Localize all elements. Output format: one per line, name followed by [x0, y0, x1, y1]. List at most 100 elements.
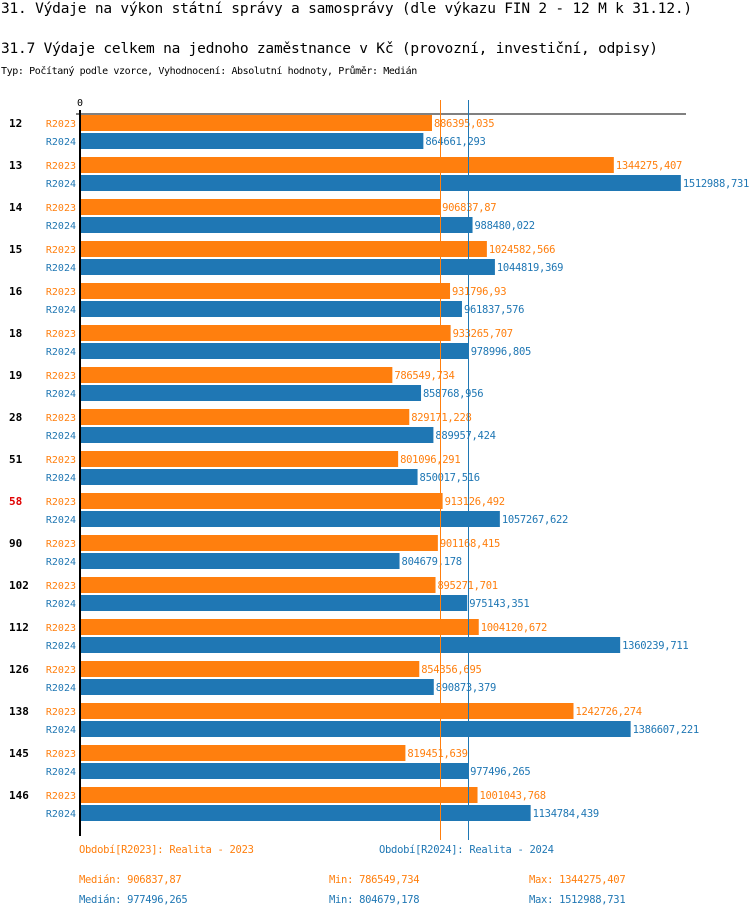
data-label: 1001043,768 [480, 790, 546, 802]
category-label: 138 [9, 705, 29, 718]
series-label: R2024 [46, 809, 76, 820]
series-label: R2024 [46, 431, 76, 442]
bar [80, 325, 451, 341]
bar [80, 115, 432, 131]
data-label: 1134784,439 [533, 808, 599, 820]
series-label: R2023 [46, 539, 76, 550]
stat-min-r2024: Min: 804679,178 [329, 894, 420, 906]
data-label: 854356,695 [421, 664, 481, 676]
bar [80, 721, 631, 737]
bar [80, 409, 410, 425]
series-label: R2024 [46, 179, 76, 190]
category-label: 28 [9, 411, 22, 424]
category-label: 15 [9, 243, 22, 256]
category-label: 112 [9, 621, 29, 634]
series-label: R2024 [46, 305, 76, 316]
series-label: R2023 [46, 287, 76, 298]
data-label: 1360239,711 [622, 640, 688, 652]
stat-max-r2024: Max: 1512988,731 [529, 894, 626, 906]
bar [80, 157, 614, 173]
data-label: 961837,576 [464, 304, 524, 316]
bar [80, 679, 434, 695]
data-label: 850017,516 [420, 472, 480, 484]
series-label: R2024 [46, 725, 76, 736]
legend-r2023: Období[R2023]: Realita - 2023 [79, 844, 254, 856]
series-label: R2023 [46, 623, 76, 634]
series-label: R2023 [46, 455, 76, 466]
bar [80, 511, 500, 527]
series-label: R2024 [46, 599, 76, 610]
series-label: R2024 [46, 683, 76, 694]
stat-max-r2023: Max: 1344275,407 [529, 874, 626, 886]
category-label: 19 [9, 369, 22, 382]
bar [80, 787, 478, 803]
data-label: 1057267,622 [502, 514, 568, 526]
data-label: 1044819,369 [497, 262, 563, 274]
bar [80, 493, 443, 509]
data-label: 786549,734 [394, 370, 454, 382]
bar [80, 385, 422, 401]
series-label: R2024 [46, 347, 76, 358]
series-label: R2023 [46, 329, 76, 340]
data-label: 901168,415 [440, 538, 500, 550]
data-label: 889957,424 [435, 430, 495, 442]
category-label: 14 [9, 201, 23, 214]
bar [80, 259, 495, 275]
series-label: R2023 [46, 371, 76, 382]
series-label: R2024 [46, 473, 76, 484]
series-label: R2024 [46, 221, 76, 232]
series-label: R2023 [46, 413, 76, 424]
bar [80, 301, 462, 317]
data-label: 886395,035 [434, 118, 494, 130]
data-label: 1512988,731 [683, 178, 749, 190]
category-label: 12 [9, 117, 22, 130]
series-label: R2023 [46, 581, 76, 592]
bar [80, 637, 621, 653]
series-label: R2023 [46, 119, 76, 130]
data-label: 975143,351 [469, 598, 529, 610]
x-tick-label: 0 [77, 98, 83, 109]
data-label: 895271,701 [438, 580, 498, 592]
category-label: 13 [9, 159, 22, 172]
series-label: R2024 [46, 137, 76, 148]
bar [80, 703, 574, 719]
chart-title: 31.7 Výdaje celkem na jednoho zaměstnanc… [1, 41, 658, 57]
category-label: 145 [9, 747, 29, 760]
bar [80, 469, 418, 485]
category-label: 18 [9, 327, 22, 340]
data-label: 1242726,274 [576, 706, 642, 718]
bar [80, 661, 420, 677]
data-label: 988480,022 [475, 220, 535, 232]
category-label: 58 [9, 495, 22, 508]
category-label: 16 [9, 285, 23, 298]
data-label: 977496,265 [470, 766, 530, 778]
stat-median-r2023: Medián: 906837,87 [79, 874, 182, 886]
series-label: R2024 [46, 389, 76, 400]
bar [80, 133, 424, 149]
series-label: R2023 [46, 161, 76, 172]
category-label: 51 [9, 453, 23, 466]
category-label: 146 [9, 789, 29, 802]
series-label: R2024 [46, 641, 76, 652]
category-label: 102 [9, 579, 29, 592]
series-label: R2023 [46, 665, 76, 676]
series-label: R2023 [46, 707, 76, 718]
data-label: 906837,87 [442, 202, 496, 214]
bar [80, 175, 681, 191]
bar [80, 199, 441, 215]
data-label: 931796,93 [452, 286, 506, 298]
bar [80, 763, 469, 779]
bar [80, 427, 434, 443]
series-label: R2024 [46, 767, 76, 778]
data-label: 819451,639 [407, 748, 467, 760]
category-label: 90 [9, 537, 22, 550]
bar [80, 535, 438, 551]
bar [80, 619, 479, 635]
bar [80, 451, 399, 467]
data-label: 890873,379 [436, 682, 496, 694]
series-label: R2023 [46, 791, 76, 802]
series-label: R2023 [46, 497, 76, 508]
legend-r2024: Období[R2024]: Realita - 2024 [379, 844, 554, 856]
bar [80, 217, 473, 233]
